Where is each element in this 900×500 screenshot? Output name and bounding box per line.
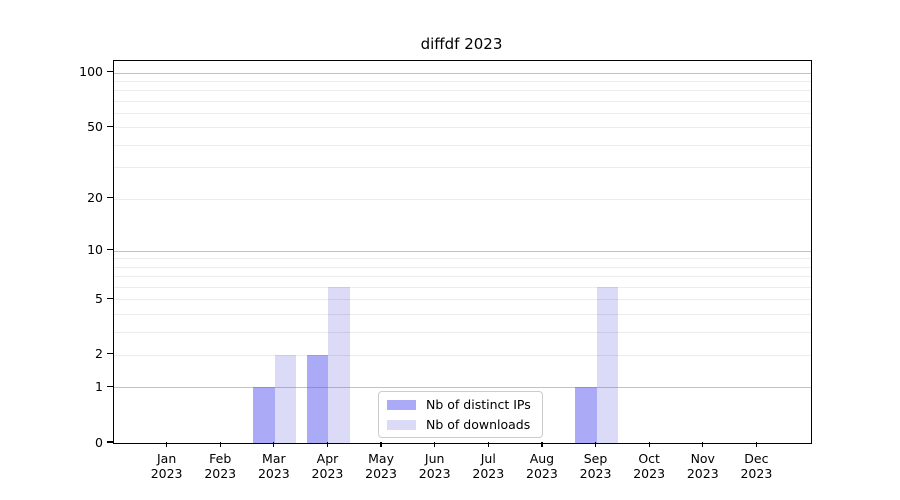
x-axis-tick-label-dec-2023: Dec 2023: [740, 451, 773, 481]
minor-gridline-2: [114, 354, 811, 356]
x-axis-tick-oct-2023: [648, 442, 650, 447]
y-axis-tick-label-50: 50: [87, 118, 103, 134]
x-axis-tick-apr-2023: [326, 442, 329, 447]
major-gridline-1: [114, 387, 811, 389]
y-axis-tick-label-5: 5: [95, 290, 103, 306]
major-gridline-10: [114, 250, 811, 252]
y-axis-tick-5: [107, 297, 113, 299]
legend-label-downloads: Nb of downloads: [426, 417, 531, 432]
minor-gridline-50: [114, 127, 811, 129]
x-axis-tick-label-jan-2023: Jan 2023: [150, 451, 183, 481]
x-axis-tick-feb-2023: [219, 442, 221, 447]
y-axis-tick-label-100: 100: [79, 64, 103, 80]
major-gridline-100: [114, 72, 811, 74]
chart-title: diffdf 2023: [420, 35, 503, 53]
x-axis-tick-label-jun-2023: Jun 2023: [418, 451, 451, 481]
x-axis-tick-label-oct-2023: Oct 2023: [633, 451, 666, 481]
minor-gridline-40: [114, 144, 811, 146]
y-axis-tick-1: [107, 385, 113, 387]
minor-gridline-8: [114, 266, 811, 268]
distinct-ips-swatch-icon: [387, 399, 416, 410]
minor-gridline-6: [114, 286, 811, 288]
y-axis-tick-20: [107, 197, 113, 199]
x-axis-tick-label-nov-2023: Nov 2023: [686, 451, 719, 481]
bar-nb-of-downloads-sep-2023: [596, 286, 619, 443]
x-axis-tick-jan-2023: [166, 442, 168, 447]
minor-gridline-3: [114, 331, 811, 333]
minor-gridline-7: [114, 276, 811, 278]
y-axis-tick-50: [107, 125, 113, 128]
x-axis-tick-label-may-2023: May 2023: [365, 451, 397, 481]
x-axis-tick-label-aug-2023: Aug 2023: [526, 451, 558, 481]
minor-gridline-5: [114, 299, 811, 301]
minor-gridline-9: [114, 258, 811, 260]
x-axis-tick-nov-2023: [702, 442, 704, 447]
x-axis-tick-mar-2023: [273, 442, 275, 447]
y-axis-tick-2: [107, 353, 113, 355]
y-axis-tick-label-0: 0: [95, 434, 103, 450]
y-axis-tick-100: [107, 70, 113, 73]
x-axis-tick-sep-2023: [594, 442, 597, 447]
y-axis-tick-label-1: 1: [95, 378, 103, 394]
x-axis-tick-label-feb-2023: Feb 2023: [204, 451, 237, 481]
x-axis-tick-jun-2023: [434, 442, 436, 447]
minor-gridline-4: [114, 313, 811, 315]
minor-gridline-20: [114, 198, 811, 200]
x-axis-tick-label-apr-2023: Apr 2023: [311, 451, 344, 481]
x-axis-tick-label-sep-2023: Sep 2023: [579, 451, 612, 481]
minor-gridline-30: [114, 167, 811, 169]
legend: Nb of distinct IPs Nb of downloads: [378, 391, 543, 438]
x-axis-tick-aug-2023: [541, 442, 543, 447]
x-axis-tick-dec-2023: [755, 442, 757, 447]
minor-gridline-80: [114, 90, 811, 92]
x-axis-tick-label-mar-2023: Mar 2023: [257, 451, 290, 481]
plot-area: [113, 60, 812, 444]
minor-gridline-70: [114, 100, 811, 102]
y-axis-tick-0: [107, 441, 113, 443]
bar-nb-of-distinct-ips-sep-2023: [575, 387, 597, 443]
x-axis-tick-may-2023: [380, 442, 382, 447]
bar-nb-of-downloads-apr-2023: [328, 286, 350, 443]
minor-gridline-90: [114, 80, 811, 82]
y-axis-tick-label-10: 10: [87, 242, 103, 258]
legend-label-distinct-ips: Nb of distinct IPs: [426, 397, 531, 412]
legend-item-distinct-ips: Nb of distinct IPs: [387, 397, 542, 412]
bar-nb-of-distinct-ips-mar-2023: [253, 387, 275, 443]
bar-nb-of-distinct-ips-apr-2023: [306, 354, 329, 443]
x-axis-tick-label-jul-2023: Jul 2023: [472, 451, 505, 481]
downloads-swatch-icon: [387, 419, 416, 430]
minor-gridline-60: [114, 113, 811, 115]
legend-item-downloads: Nb of downloads: [387, 417, 542, 432]
y-axis-tick-label-2: 2: [95, 346, 103, 362]
bar-nb-of-downloads-mar-2023: [274, 354, 297, 443]
y-axis-tick-label-20: 20: [87, 190, 103, 206]
y-axis-tick-10: [107, 248, 113, 251]
x-axis-tick-jul-2023: [487, 442, 489, 447]
